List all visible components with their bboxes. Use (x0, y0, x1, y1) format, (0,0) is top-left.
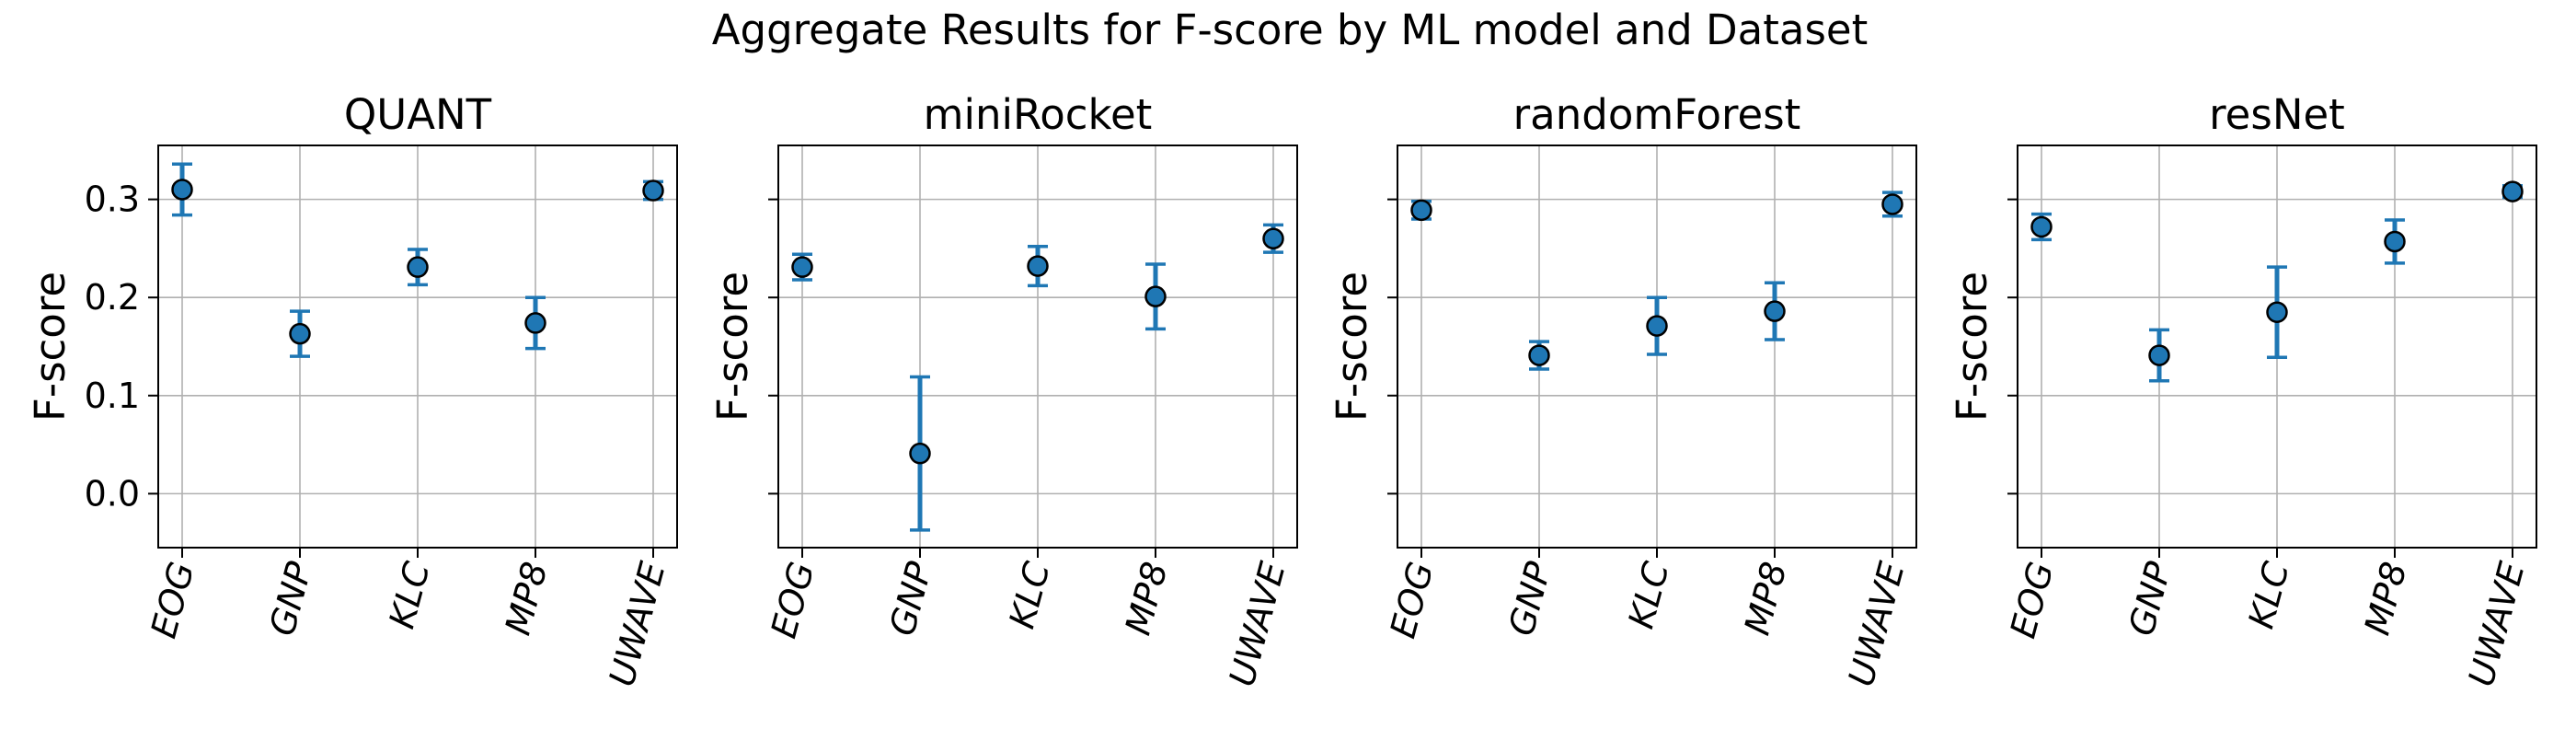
data-point (407, 256, 429, 278)
x-tick-label: MP8 (498, 558, 556, 640)
x-tick-label: EOG (1383, 558, 1442, 642)
x-tick-label: UWAVE (2461, 558, 2533, 690)
y-axis-label: F-score (26, 272, 75, 422)
data-point (909, 442, 931, 465)
x-tick-label: KLC (1620, 557, 1676, 632)
axes-frame (1397, 145, 1917, 549)
data-point (289, 322, 311, 345)
panel-title: QUANT (344, 90, 492, 139)
x-tick-label: KLC (381, 557, 437, 632)
panel-title: miniRocket (924, 90, 1153, 139)
data-point (2384, 230, 2406, 253)
data-point (1528, 344, 1550, 366)
panel-resnet: EOG GNP KLC MP8 UWAVE resNet F-score (1948, 90, 2537, 690)
x-tick-label: UWAVE (1222, 558, 1294, 690)
panel-randomforest: EOG GNP KLC MP8 UWAVE randomForest F-score (1328, 90, 1917, 690)
y-axis-label: F-score (1948, 272, 1996, 422)
data-point (524, 312, 546, 334)
data-point (1646, 315, 1668, 337)
panel-quant: 0.0 0.1 0.2 0.3 EOG GNP KLC MP8 UWAVE QUANT F-scor… (26, 90, 678, 690)
x-tick-label: GNP (2121, 558, 2179, 641)
y-tick-label: 0.3 (85, 179, 140, 220)
data-point (1262, 227, 1284, 250)
data-point (2148, 344, 2170, 366)
data-point (1027, 255, 1049, 277)
data-point (2501, 180, 2524, 202)
x-tick-label: UWAVE (1841, 558, 1913, 690)
data-point (1764, 300, 1786, 322)
data-point (2030, 215, 2053, 238)
data-point (2266, 301, 2288, 323)
data-point (642, 179, 664, 202)
x-tick-label: KLC (1001, 557, 1057, 632)
figure-title: Aggregate Results for F-score by ML mode… (712, 6, 1869, 54)
data-point (791, 256, 813, 278)
x-tick-label: GNP (261, 558, 319, 641)
data-point (1410, 199, 1432, 222)
y-tick-label: 0.1 (85, 376, 140, 416)
x-tick-label: MP8 (2357, 558, 2415, 640)
axes-frame (2017, 145, 2537, 549)
data-point (1881, 193, 1903, 215)
x-tick-label: MP8 (1118, 558, 1176, 640)
panel-title: randomForest (1513, 90, 1801, 139)
x-tick-label: EOG (764, 558, 822, 642)
data-point (171, 179, 193, 201)
x-tick-label: GNP (1501, 558, 1558, 641)
y-axis-label: F-score (1328, 272, 1376, 422)
x-tick-label: GNP (881, 558, 939, 641)
y-axis-label: F-score (708, 272, 757, 422)
data-point (1144, 285, 1167, 307)
x-tick-label: KLC (2240, 557, 2296, 632)
x-tick-label: MP8 (1737, 558, 1795, 640)
axes-frame (777, 145, 1298, 549)
y-tick-label: 0.0 (85, 473, 140, 514)
panel-title: resNet (2209, 90, 2345, 139)
x-tick-label: UWAVE (602, 558, 673, 690)
x-tick-label: EOG (2003, 558, 2062, 642)
axes-frame (157, 145, 678, 549)
panel-minirocket: EOG GNP KLC MP8 UWAVE miniRocket F-score (708, 90, 1298, 690)
y-tick-label: 0.2 (85, 277, 140, 318)
x-tick-label: EOG (144, 558, 202, 642)
